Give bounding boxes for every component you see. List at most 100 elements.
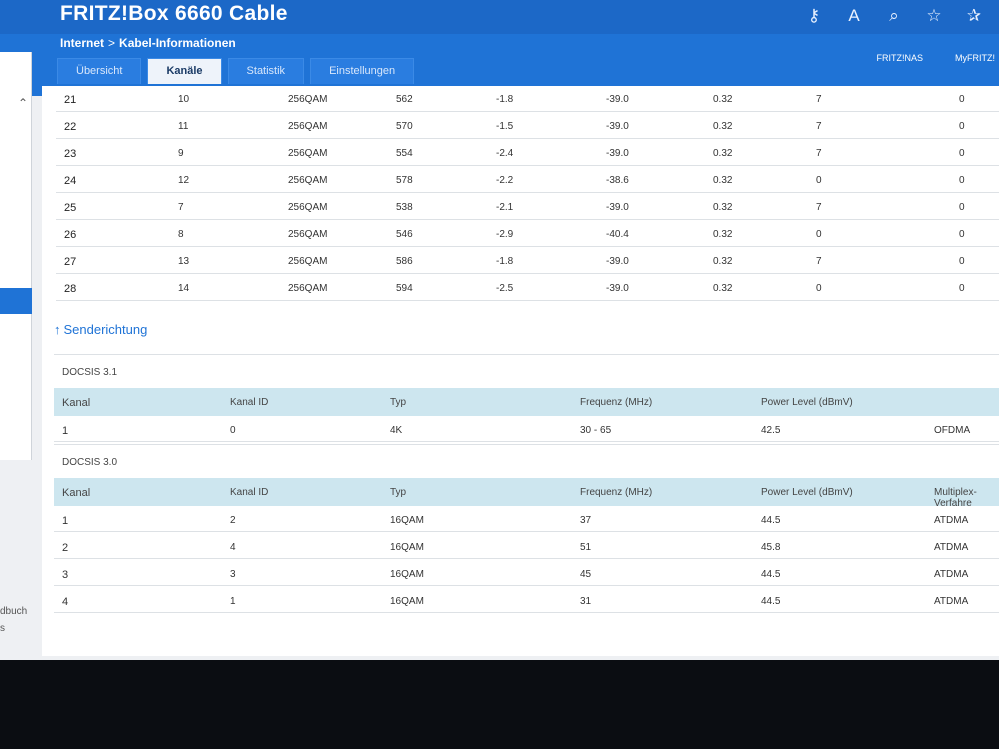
cell: 0 (959, 94, 965, 105)
breadcrumb-current: Kabel-Informationen (119, 36, 236, 50)
cell: 44.5 (761, 569, 781, 580)
cell: 27 (64, 256, 77, 268)
cell: 13 (178, 256, 190, 267)
header-top-bar (0, 0, 999, 34)
cell: 21 (64, 94, 77, 106)
cell: 538 (396, 202, 413, 213)
cell: 0.32 (713, 121, 733, 132)
table-row: 25 7 256QAM 538 -2.1 -39.0 0.32 7 0 (56, 194, 999, 220)
tab-einstellungen[interactable]: Einstellungen (310, 58, 415, 84)
cell: 7 (816, 148, 822, 159)
key-icon[interactable]: ⚷ (807, 6, 821, 25)
cell: 0 (959, 121, 965, 132)
cell: 4 (230, 542, 236, 553)
cell: 0 (816, 175, 822, 186)
cell: 594 (396, 283, 413, 294)
table-row: 22 11 256QAM 570 -1.5 -39.0 0.32 7 0 (56, 113, 999, 139)
docsis30-label: DOCSIS 3.0 (54, 444, 999, 478)
cell: 7 (816, 94, 822, 105)
cell: 16QAM (390, 569, 424, 580)
table-row: 24 12 256QAM 578 -2.2 -38.6 0.32 0 0 (56, 167, 999, 193)
cell: 0 (959, 229, 965, 240)
cell: 23 (64, 148, 77, 160)
cell: 0 (959, 256, 965, 267)
cell: 16QAM (390, 542, 424, 553)
favorites-icon[interactable]: ✰ (966, 6, 982, 25)
cell: 16QAM (390, 596, 424, 607)
favorite-add-icon[interactable]: ☆ (926, 6, 942, 25)
cell: 0.32 (713, 283, 733, 294)
cell: 7 (816, 256, 822, 267)
cell: 3 (62, 569, 69, 581)
cell: -39.0 (606, 94, 629, 105)
arrow-up-icon: ↑ (54, 322, 61, 337)
cell: 31 (580, 596, 592, 607)
cell: 0.32 (713, 148, 733, 159)
cell: 0.32 (713, 94, 733, 105)
header-cell: Power Level (dBmV) (761, 397, 853, 408)
tab-kanaele[interactable]: Kanäle (147, 58, 222, 84)
zoom-icon[interactable]: ⌕ (889, 6, 899, 25)
cell: 0 (230, 425, 236, 436)
cell: -39.0 (606, 256, 629, 267)
cell: 0.32 (713, 229, 733, 240)
sidebar-link-handbuch[interactable]: dbuch (0, 606, 28, 617)
read-aloud-icon[interactable]: A (848, 6, 860, 25)
breadcrumb-separator: > (108, 36, 116, 50)
tab-statistik[interactable]: Statistik (227, 58, 305, 84)
cell: -39.0 (606, 121, 629, 132)
table-row: 1 0 4K 30 - 65 42.5 OFDMA (54, 416, 999, 442)
header-cell: Frequenz (MHz) (580, 487, 653, 498)
cell: OFDMA (934, 425, 971, 436)
breadcrumb-parent[interactable]: Internet (60, 36, 105, 50)
cell: 14 (178, 283, 190, 294)
sidebar-link-extra[interactable]: s (0, 623, 5, 634)
table-header-docsis30: Kanal Kanal ID Typ Frequenz (MHz) Power … (54, 478, 999, 509)
cell: 42.5 (761, 425, 781, 436)
cell: -2.1 (496, 202, 514, 213)
cell: -1.8 (496, 94, 514, 105)
cell: -39.0 (606, 283, 629, 294)
cell: 256QAM (288, 148, 328, 159)
channels-content: 21 10 256QAM 562 -1.8 -39.0 0.32 7 0 22 11 256QAM 5… (42, 86, 999, 656)
cell: -38.6 (606, 175, 629, 186)
section-senderichtung[interactable]: ↑ Senderichtung (54, 322, 147, 337)
browser-viewport: FRITZ!Box 6660 Cable ⚷ A ⌕ ☆ ✰ Internet >… (0, 0, 999, 660)
cell: ATDMA (934, 515, 969, 526)
cell: 7 (816, 121, 822, 132)
chevron-up-icon[interactable]: ⌃ (18, 96, 29, 110)
cell: 1 (230, 596, 236, 607)
cell: 586 (396, 256, 413, 267)
cell: 0.32 (713, 256, 733, 267)
cell: ATDMA (934, 542, 969, 553)
cell: ATDMA (934, 596, 969, 607)
tab-uebersicht[interactable]: Übersicht (57, 58, 142, 84)
cell: -2.9 (496, 229, 514, 240)
cell: 4 (62, 596, 69, 608)
cell: 26 (64, 229, 77, 241)
cell: 7 (178, 202, 184, 213)
cell: -2.5 (496, 283, 514, 294)
cell: 37 (580, 515, 592, 526)
cell: 256QAM (288, 121, 328, 132)
section-title-text: Senderichtung (63, 322, 148, 337)
link-myfritz[interactable]: MyFRITZ! (955, 53, 995, 63)
cell: 7 (816, 202, 822, 213)
cell: 1 (62, 425, 69, 437)
sidebar-selected-item[interactable] (0, 288, 32, 314)
link-fritznas[interactable]: FRITZ!NAS (876, 53, 924, 63)
cell: 8 (178, 229, 184, 240)
table-row: 23 9 256QAM 554 -2.4 -39.0 0.32 7 0 (56, 140, 999, 166)
table-row: 4 1 16QAM 31 44.5 ATDMA (54, 587, 999, 613)
cell: 9 (178, 148, 184, 159)
cell: -1.8 (496, 256, 514, 267)
header-cell: Power Level (dBmV) (761, 487, 853, 498)
header-cell: Kanal ID (230, 397, 269, 408)
cell: 3 (230, 569, 236, 580)
header-cell: Kanal (62, 397, 91, 409)
cell: 256QAM (288, 202, 328, 213)
docsis31-label: DOCSIS 3.1 (54, 354, 999, 388)
cell: 22 (64, 121, 77, 133)
cell: -39.0 (606, 202, 629, 213)
cell: 0.32 (713, 175, 733, 186)
